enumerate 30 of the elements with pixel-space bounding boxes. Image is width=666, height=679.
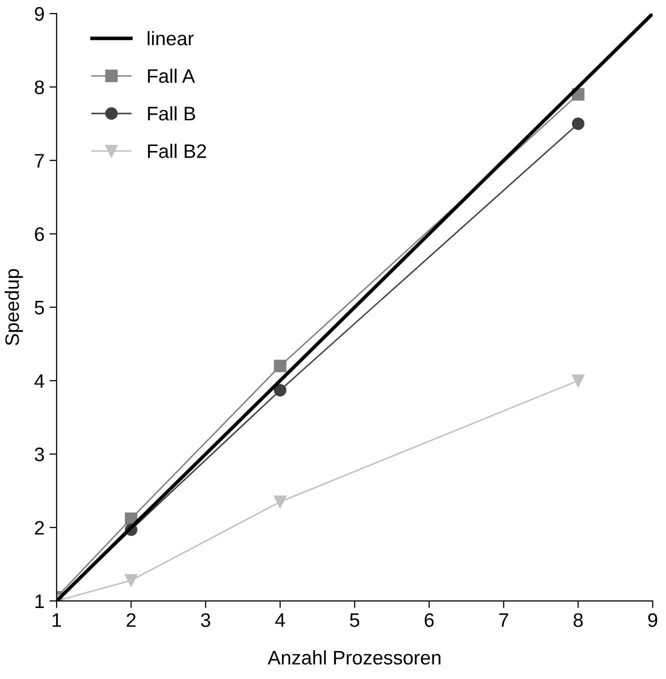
y-tick-label: 2 [34,520,44,535]
x-tick-label: 9 [648,613,658,628]
legend-label: linear [148,31,194,46]
point [274,384,286,396]
x-tick-label: 3 [200,613,210,628]
legend-label: Fall B [148,106,196,121]
x-tick-label: 6 [424,613,434,628]
x-tick-label: 1 [52,613,62,627]
x-tick-label: 5 [350,613,360,628]
point [572,117,584,130]
x-tick-label: 2 [126,613,136,627]
y-tick-label: 6 [34,227,44,242]
legend-label: Fall A [148,68,196,83]
point [124,574,138,587]
point [274,496,286,508]
x-tick-label: 7 [499,613,508,627]
y-tick-label: 5 [34,300,44,314]
point [274,360,286,372]
x-tick-label: 8 [574,613,583,628]
x-axis-title: Anzahl Prozessoren [268,650,440,665]
y-tick-label: 8 [34,80,44,94]
legend-label: Fall B2 [148,144,206,158]
y-tick-label: 9 [34,7,44,21]
point [572,374,584,387]
x-tick-label: 4 [275,613,285,627]
y-axis-title: Speedup [4,269,23,346]
y-tick-label: 7 [34,154,44,168]
y-tick-label: 1 [35,594,44,608]
y-tick-label: 4 [34,374,44,388]
y-tick-label: 3 [34,448,44,462]
